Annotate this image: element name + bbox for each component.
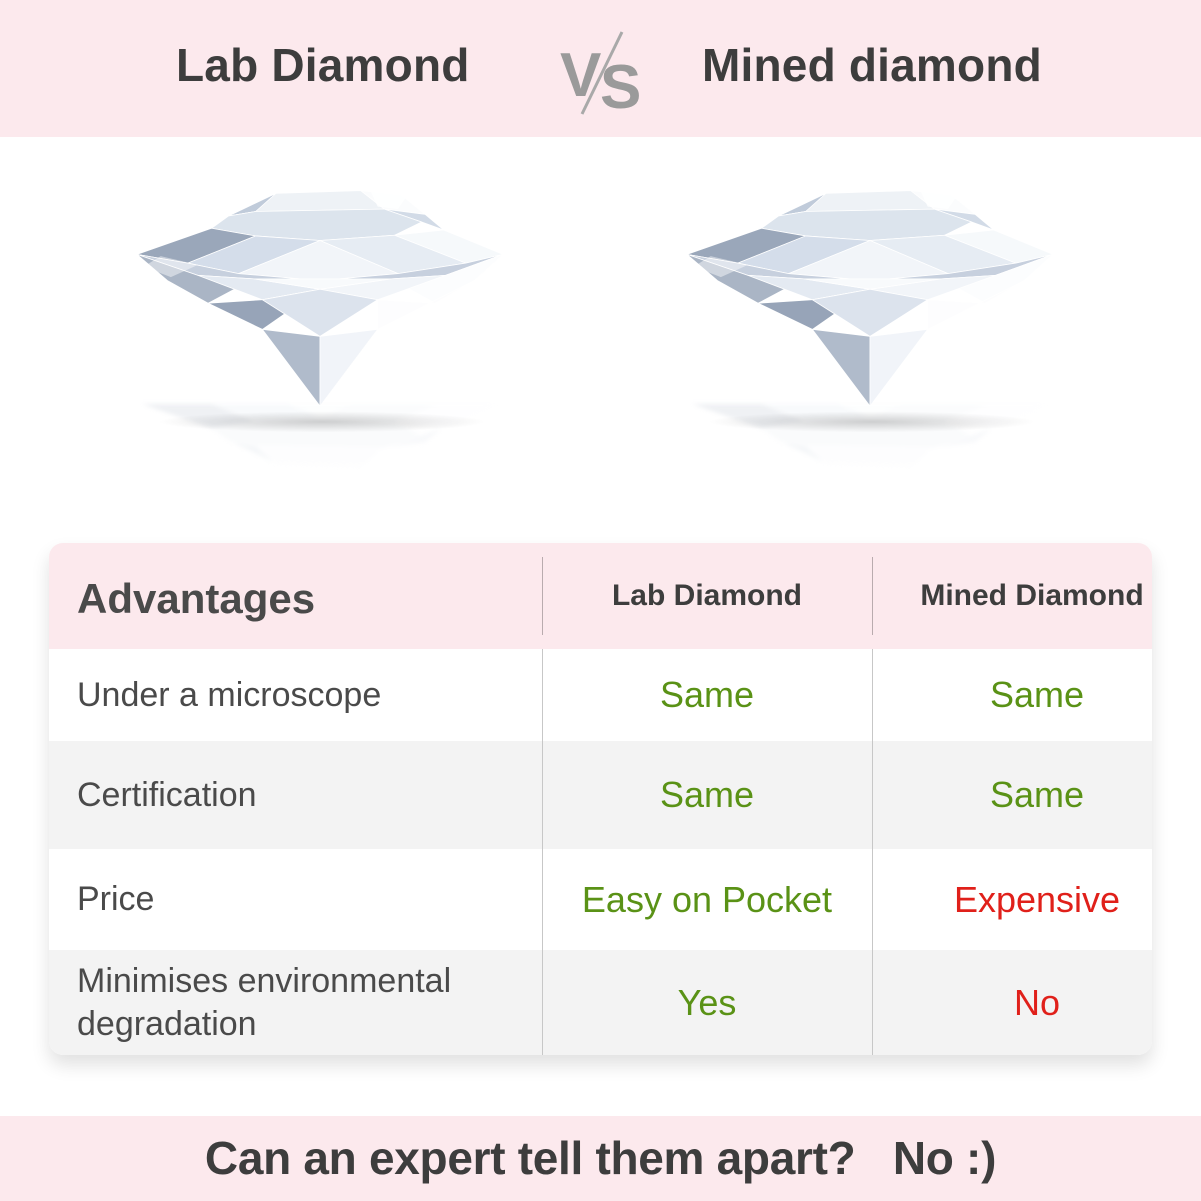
- svg-text:V: V: [560, 41, 601, 110]
